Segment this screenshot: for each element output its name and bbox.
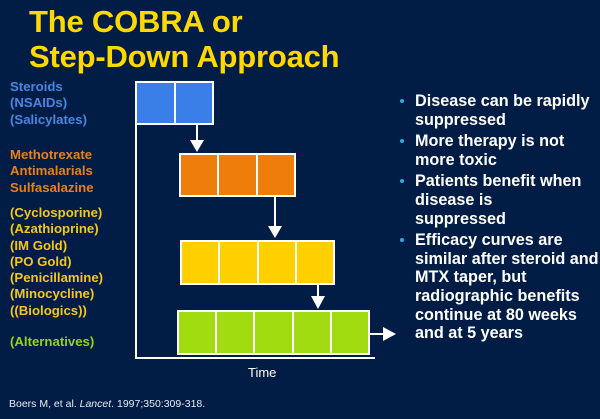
title-line-1: The COBRA or [29, 4, 243, 39]
key-point: Patients benefit when disease is suppres… [399, 172, 585, 228]
bar-cell [296, 242, 333, 283]
drug-salicylates: (Salicylates) [10, 111, 87, 127]
drug-alternatives: (Alternatives) [10, 334, 95, 349]
step-bar-blue [135, 81, 214, 125]
arrow-down-icon [311, 285, 325, 309]
drug-group-blue: Steroids (NSAIDs) (Salicylates) [10, 79, 87, 128]
drug-group-green: (Alternatives) [10, 334, 94, 350]
bar-cell [175, 83, 212, 123]
bar-cell [219, 155, 256, 195]
drug-po-gold: (PO Gold) [10, 253, 72, 269]
bar-cell [181, 155, 218, 195]
drug-im-gold: (IM Gold) [10, 237, 68, 253]
drug-biologics: ((Biologics)) [10, 302, 87, 318]
step-bar-yellow [180, 240, 335, 285]
bar-cell [137, 83, 174, 123]
key-point-text: Efficacy curves are similar after steroi… [415, 231, 599, 343]
key-point: Disease can be rapidly suppressed [399, 92, 599, 129]
step-bar-green [177, 310, 370, 355]
bar-cell [217, 312, 254, 353]
bar-cell [255, 312, 292, 353]
drug-methotrexate: Methotrexate [10, 147, 93, 162]
bar-cell [220, 242, 257, 283]
arrow-right-icon [369, 327, 396, 341]
drug-penicillamine: (Penicillamine) [10, 270, 104, 286]
key-point: Efficacy curves are similar after steroi… [399, 231, 599, 343]
title-line-2: Step-Down Approach [29, 39, 340, 74]
bar-cell [257, 155, 294, 195]
slide-title: The COBRA or Step-Down Approach [29, 4, 340, 74]
key-point-text: Patients benefit when disease is suppres… [415, 172, 582, 228]
drug-minocycline: (Minocycline) [10, 286, 95, 302]
bullet-dot-icon [400, 238, 404, 243]
citation-journal: Lancet [79, 398, 112, 410]
bullet-dot-icon [400, 179, 404, 184]
key-point: More therapy is not more toxic [399, 132, 599, 169]
drug-steroids: Steroids [10, 79, 63, 94]
arrow-down-icon [268, 197, 282, 238]
drug-sulfasalazine: Sulfasalazine [10, 179, 94, 195]
bar-cell [331, 312, 369, 353]
drug-antimalarials: Antimalarials [10, 163, 93, 179]
drug-cyclosporine: (Cyclosporine) [10, 205, 103, 220]
bar-cell [293, 312, 330, 353]
drug-azathioprine: (Azathioprine) [10, 221, 99, 237]
key-point-text: Disease can be rapidly suppressed [415, 92, 590, 129]
citation-period: . [111, 398, 115, 410]
bullet-dot-icon [400, 99, 404, 103]
bar-cell [182, 242, 219, 283]
key-point-text: More therapy is not more toxic [415, 132, 565, 169]
bar-cell [179, 312, 216, 353]
citation-authors: Boers M, et al. [9, 398, 77, 410]
citation: Boers M, et al. Lancet. 1997;350:309-318… [9, 398, 205, 410]
citation-details: 1997;350:309-318. [117, 398, 206, 410]
step-bar-orange [179, 153, 296, 197]
drug-nsaids: (NSAIDs) [10, 95, 68, 111]
bar-cell [258, 242, 295, 283]
bullet-dot-icon [400, 139, 404, 144]
drug-group-orange: Methotrexate Antimalarials Sulfasalazine [10, 147, 94, 196]
drug-group-yellow: (Cyclosporine) (Azathioprine) (IM Gold) … [10, 205, 103, 319]
key-points-list: Disease can be rapidly suppressed More t… [399, 92, 599, 346]
x-axis-label: Time [248, 365, 277, 380]
x-axis-line [135, 357, 375, 359]
arrow-down-icon [190, 125, 204, 152]
y-axis-line [135, 124, 137, 359]
